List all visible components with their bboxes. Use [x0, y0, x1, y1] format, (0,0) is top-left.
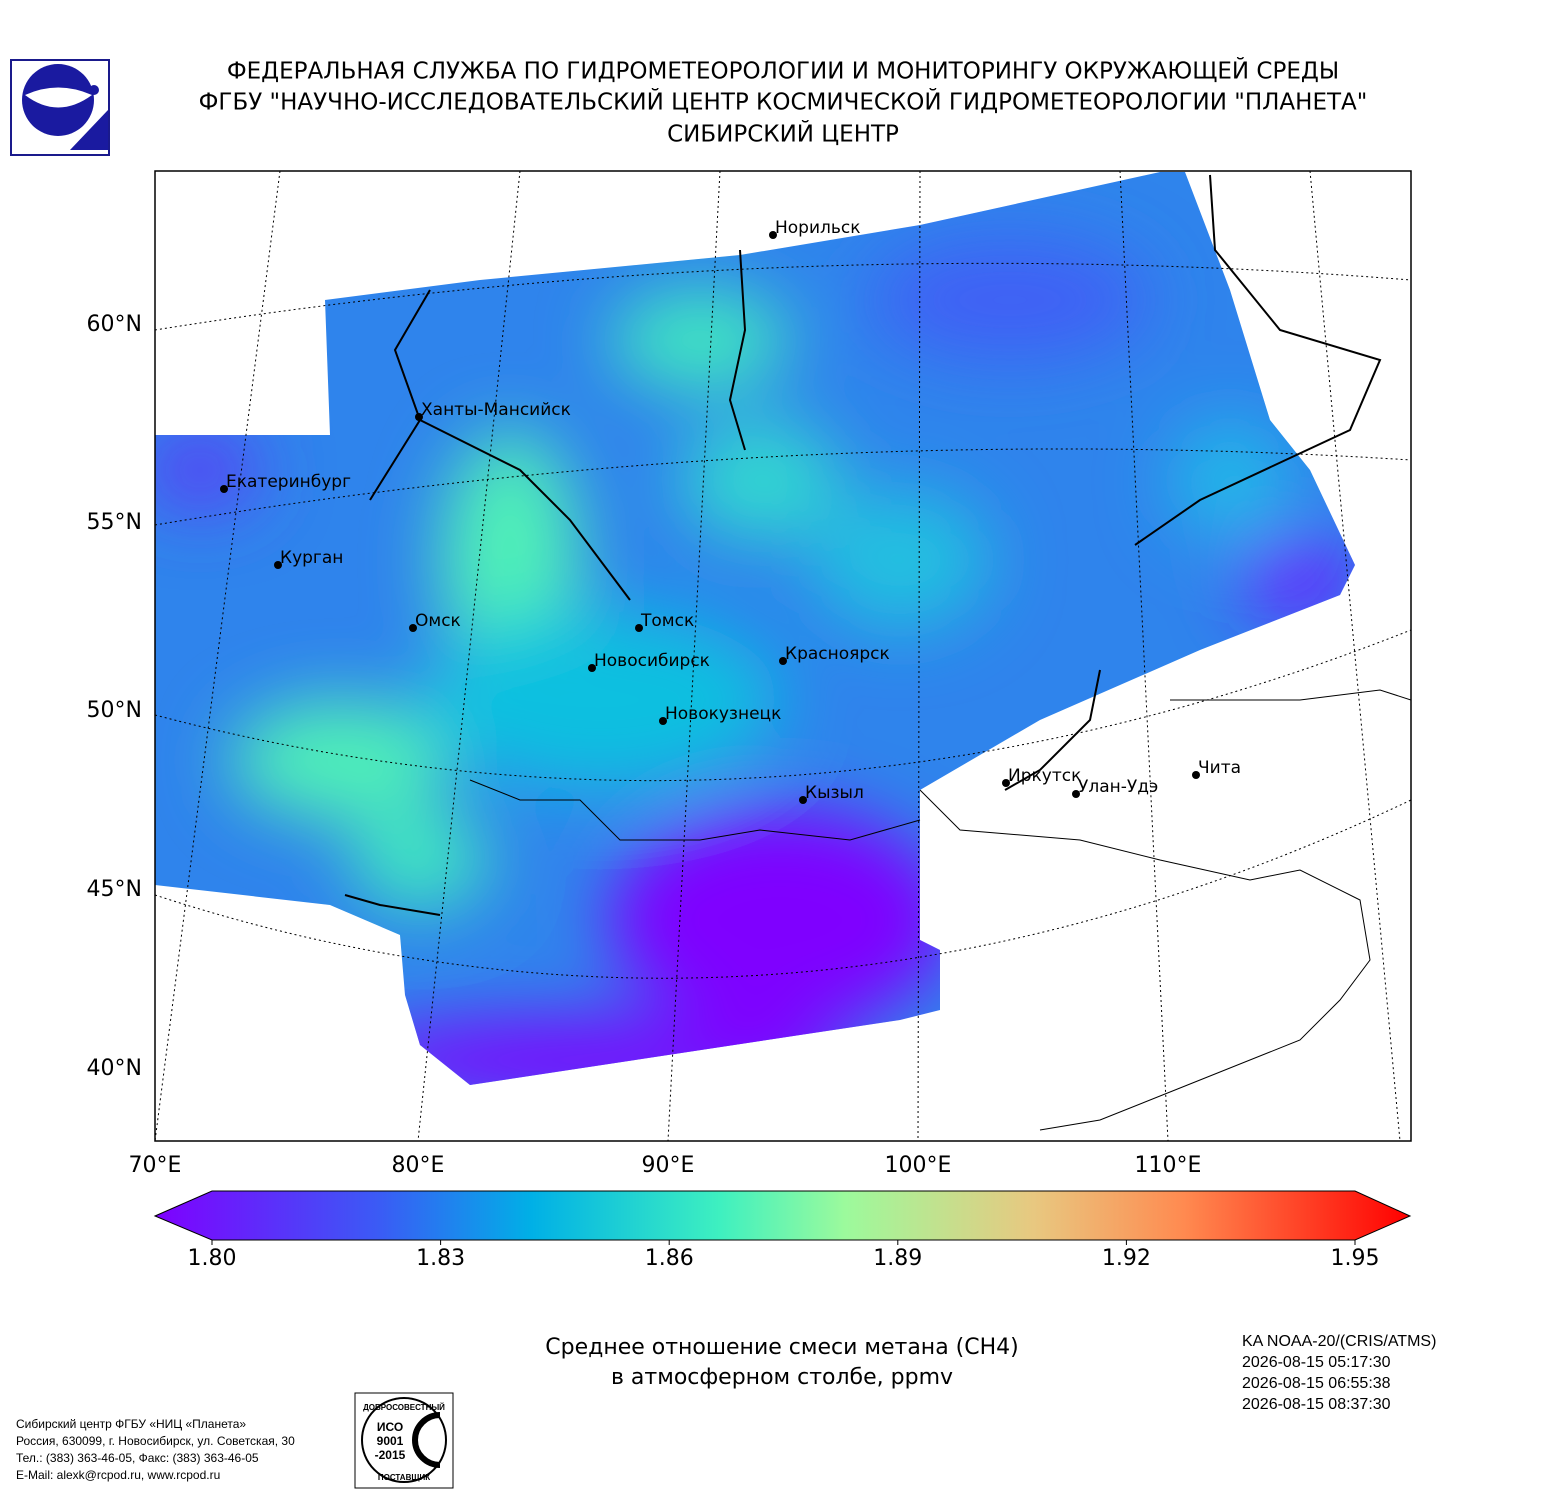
- colorbar-tick-label: 1.83: [416, 1246, 465, 1271]
- city-marker: [769, 231, 777, 239]
- header-line: ФГБУ "НАУЧНО-ИССЛЕДОВАТЕЛЬСКИЙ ЦЕНТР КОС…: [199, 88, 1368, 116]
- lon-label: 80°E: [392, 1153, 445, 1178]
- lat-label: 60°N: [87, 312, 142, 337]
- colorbar-tick-label: 1.92: [1102, 1246, 1151, 1271]
- logo: [10, 59, 110, 156]
- map-frame: [154, 170, 1412, 1142]
- city-label: Улан-Удэ: [1078, 777, 1158, 797]
- satellite-info: 2026-08-15 08:37:30: [1242, 1396, 1391, 1413]
- caption: Среднее отношение смеси метана (CH4): [545, 1335, 1018, 1360]
- satellite-info: 2026-08-15 05:17:30: [1242, 1354, 1391, 1371]
- city-marker: [220, 485, 228, 493]
- colorbar-tick-label: 1.86: [645, 1246, 694, 1271]
- footer-line: E-Mail: alexk@rcpod.ru, www.rcpod.ru: [16, 1468, 220, 1482]
- header-line: СИБИРСКИЙ ЦЕНТР: [667, 120, 899, 148]
- city-label: Чита: [1198, 758, 1241, 778]
- city-label: Новосибирск: [594, 651, 710, 671]
- city-marker: [415, 413, 423, 421]
- iso-text: ПОСТАВЩИК: [378, 1473, 430, 1482]
- lon-label: 110°E: [1135, 1153, 1202, 1178]
- city-label: Томск: [640, 611, 694, 631]
- lon-label: 90°E: [642, 1153, 695, 1178]
- lon-label: 70°E: [129, 1153, 182, 1178]
- colorbar-tick-label: 1.80: [188, 1246, 237, 1271]
- city-marker: [1002, 779, 1010, 787]
- caption: в атмосферном столбе, ppmv: [611, 1365, 953, 1390]
- iso-text: 9001: [377, 1434, 404, 1448]
- lat-label: 40°N: [87, 1056, 142, 1081]
- city-label: Курган: [280, 548, 343, 568]
- city-marker: [1072, 790, 1080, 798]
- city-marker: [409, 624, 417, 632]
- footer-line: Сибирский центр ФГБУ «НИЦ «Планета»: [16, 1417, 246, 1431]
- lat-label: 50°N: [87, 698, 142, 723]
- city-label: Новокузнецк: [665, 704, 781, 724]
- footer-line: Россия, 630099, г. Новосибирск, ул. Сове…: [16, 1434, 295, 1448]
- city-marker: [659, 717, 667, 725]
- city-label: Норильск: [775, 218, 861, 238]
- lat-label: 55°N: [87, 510, 142, 535]
- city-marker: [274, 561, 282, 569]
- city-label: Иркутск: [1008, 766, 1081, 786]
- colorbar-tick-label: 1.89: [873, 1246, 922, 1271]
- map: [155, 171, 1411, 1141]
- footer-line: Тел.: (383) 363-46-05, Факс: (383) 363-4…: [16, 1451, 259, 1465]
- city-label: Екатеринбург: [226, 472, 351, 492]
- city-marker: [799, 796, 807, 804]
- colorbar-tick-label: 1.95: [1331, 1246, 1380, 1271]
- iso-text: ИСО: [377, 1420, 403, 1434]
- header-line: ФЕДЕРАЛЬНАЯ СЛУЖБА ПО ГИДРОМЕТЕОРОЛОГИИ …: [227, 57, 1339, 85]
- lon-label: 100°E: [885, 1153, 952, 1178]
- city-label: Красноярск: [785, 644, 890, 664]
- iso-text: ДОБРОСОВЕСТНЫЙ: [363, 1403, 445, 1412]
- iso-text: -2015: [375, 1448, 406, 1462]
- iso-logo: ДОБРОСОВЕСТНЫЙ ИСО 9001 -2015 ПОСТАВЩИК: [354, 1392, 454, 1489]
- city-marker: [1192, 771, 1200, 779]
- satellite-info: KA NOAA-20/(CRIS/ATMS): [1242, 1333, 1436, 1350]
- city-marker: [779, 657, 787, 665]
- colorbar: [153, 1190, 1412, 1241]
- city-marker: [635, 624, 643, 632]
- city-label: Ханты-Мансийск: [421, 400, 571, 420]
- city-label: Омск: [415, 611, 461, 631]
- city-label: Кызыл: [805, 783, 864, 803]
- city-marker: [588, 664, 596, 672]
- satellite-info: 2026-08-15 06:55:38: [1242, 1375, 1391, 1392]
- lat-label: 45°N: [87, 877, 142, 902]
